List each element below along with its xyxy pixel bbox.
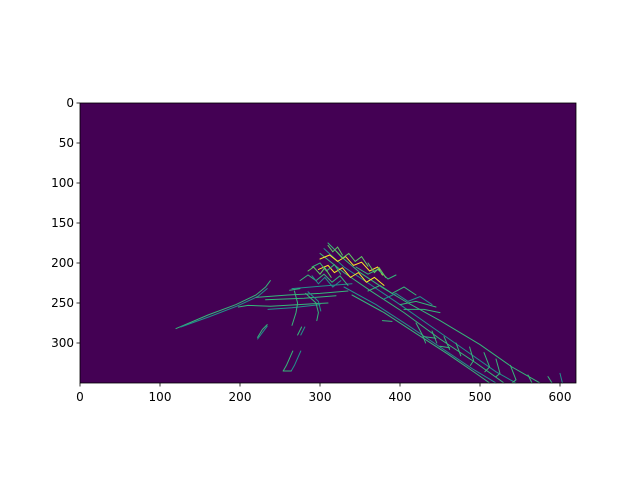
y-axis-ticks: 0 50 100 150 200 250 300 bbox=[51, 96, 80, 350]
edge-line bbox=[257, 324, 268, 338]
x-tick-label: 300 bbox=[309, 390, 332, 404]
x-tick-label: 100 bbox=[149, 390, 172, 404]
edge-line bbox=[299, 273, 349, 286]
edge-line bbox=[431, 330, 438, 344]
edge-line bbox=[319, 252, 505, 384]
edge-line bbox=[335, 250, 369, 267]
axes-frame bbox=[79, 102, 577, 384]
edge-line bbox=[381, 320, 393, 322]
edge-line bbox=[403, 308, 441, 314]
edge-line bbox=[495, 358, 501, 378]
edge-line bbox=[439, 345, 451, 349]
edge-line bbox=[423, 336, 437, 339]
edge-line bbox=[307, 291, 322, 312]
edge-line bbox=[367, 284, 417, 296]
y-tick-label: 250 bbox=[51, 296, 74, 310]
edge-line bbox=[383, 292, 433, 306]
x-axis-ticks: 0 100 200 300 400 500 600 bbox=[76, 383, 571, 404]
edge-line bbox=[455, 342, 462, 357]
edge-line bbox=[291, 283, 353, 290]
edge-line bbox=[257, 325, 268, 340]
edge-line bbox=[282, 350, 294, 372]
edge-lines bbox=[175, 242, 563, 384]
edge-line bbox=[265, 295, 337, 301]
edge-line bbox=[307, 266, 332, 278]
x-tick-label: 600 bbox=[549, 390, 572, 404]
edge-line bbox=[351, 294, 491, 384]
edge-line bbox=[469, 346, 475, 366]
edge-line bbox=[297, 326, 303, 336]
edge-line bbox=[559, 372, 563, 384]
y-tick-label: 50 bbox=[59, 136, 74, 150]
edge-line bbox=[289, 288, 301, 291]
edge-line bbox=[311, 275, 342, 288]
edge-line bbox=[180, 288, 268, 328]
edge-line bbox=[527, 374, 533, 384]
y-tick-label: 150 bbox=[51, 216, 74, 230]
edge-line bbox=[319, 254, 383, 276]
edge-line bbox=[237, 302, 329, 308]
edge-line bbox=[547, 376, 553, 384]
edge-line bbox=[267, 304, 321, 310]
x-tick-label: 400 bbox=[389, 390, 412, 404]
y-tick-label: 100 bbox=[51, 176, 74, 190]
edge-line bbox=[323, 248, 517, 384]
edge-line bbox=[290, 350, 302, 372]
edge-line bbox=[305, 292, 319, 322]
edge-line bbox=[509, 364, 517, 384]
edge-line bbox=[291, 290, 299, 326]
edge-line bbox=[399, 300, 437, 308]
edge-line bbox=[300, 326, 306, 336]
y-tick-label: 0 bbox=[66, 96, 74, 110]
y-tick-label: 300 bbox=[51, 336, 74, 350]
x-tick-label: 200 bbox=[229, 390, 252, 404]
edge-line bbox=[255, 290, 349, 298]
edge-line bbox=[483, 352, 491, 373]
edge-line bbox=[367, 262, 387, 278]
y-tick-label: 200 bbox=[51, 256, 74, 270]
edge-line bbox=[327, 244, 343, 256]
edge-line bbox=[175, 280, 271, 330]
x-tick-label: 500 bbox=[469, 390, 492, 404]
x-tick-label: 0 bbox=[76, 390, 84, 404]
edge-line bbox=[415, 322, 427, 344]
